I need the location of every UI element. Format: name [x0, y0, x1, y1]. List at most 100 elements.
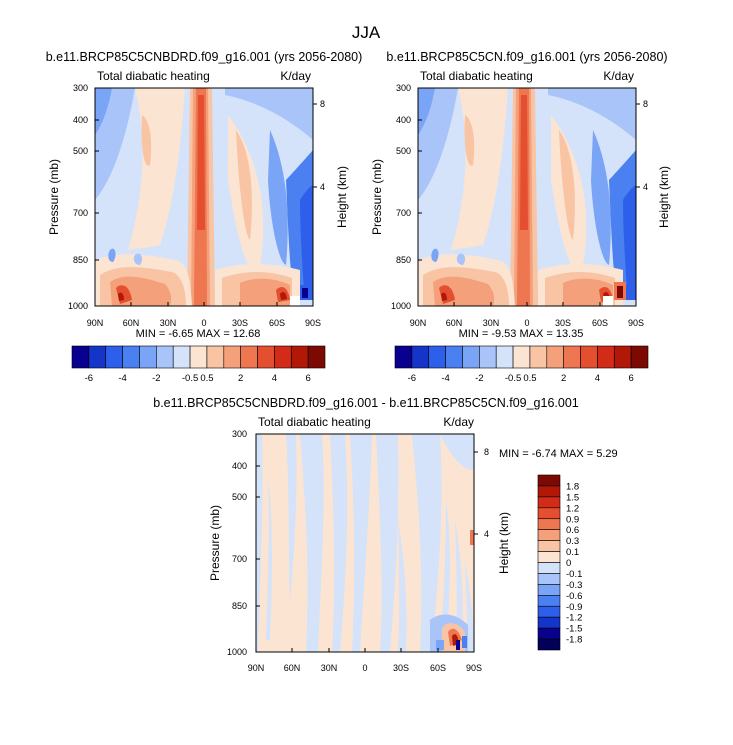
colorbar-right-label: 2 [561, 373, 566, 384]
colorbar-right-swatch [411, 345, 430, 369]
colorbar-right-swatch [580, 345, 598, 369]
panel-right-height-tick-4: 4 [643, 182, 648, 192]
panel-right-ytick-700: 700 [396, 208, 411, 218]
panel-diff-contour-field [256, 434, 474, 652]
panel-left-ytick-500: 500 [73, 146, 88, 156]
colorbar-left: -6 -4 -2 -0.5 0.5 2 4 6 [71, 345, 326, 384]
colorbar-diff-swatch [537, 584, 561, 596]
colorbar-left-label: -4 [118, 373, 126, 384]
colorbar-left-swatch [290, 345, 309, 369]
panel-left-variable-label: Total diabatic heating [97, 69, 210, 83]
panel-diff-ytick-850: 850 [232, 601, 247, 611]
panel-diff-ytick-500: 500 [232, 492, 247, 502]
panel-left-ylabel-right: Height (km) [335, 166, 349, 228]
colorbar-left-swatch [274, 345, 292, 369]
panel-right-ytick-500: 500 [396, 146, 411, 156]
colorbar-left-swatch [139, 345, 157, 369]
colorbar-left-swatch [307, 345, 326, 369]
panel-right-ytick-300: 300 [396, 83, 411, 93]
colorbar-diff-label: 0 [566, 558, 571, 569]
panel-diff-stats: MIN = -6.74 MAX = 5.29 [499, 448, 618, 460]
panel-diff-height-tick-8: 8 [484, 447, 489, 457]
colorbar-right-label: 4 [595, 373, 600, 384]
panel-diff-xtick-60N: 60N [284, 663, 301, 673]
panel-right-x-axis: 90N 60N 30N 0 30S 60S 90S [410, 302, 644, 328]
panel-diff-x-axis: 90N 60N 30N 0 30S 60S 90S [248, 648, 482, 673]
panel-left-ytick-400: 400 [73, 115, 88, 125]
panel-diff-y-axis-right: 8 4 [474, 447, 489, 539]
colorbar-diff-label: -0.1 [566, 569, 582, 580]
panel-right-ytick-400: 400 [396, 115, 411, 125]
colorbar-diff-swatch [537, 562, 561, 574]
colorbar-left-label: -0.5 [182, 373, 198, 384]
panel-diff-xtick-30S: 30S [393, 663, 409, 673]
colorbar-diff-swatch [537, 605, 561, 618]
panel-left-x-axis: 90N 60N 30N 0 30S 60S 90S [87, 302, 321, 328]
panel-left-ytick-300: 300 [73, 83, 88, 93]
colorbar-left-swatch [172, 345, 191, 369]
colorbar-diff-swatch [537, 474, 561, 487]
colorbar-diff-swatch [537, 507, 561, 520]
colorbar-right-label: -2 [475, 373, 483, 384]
colorbar-left-label: 6 [305, 373, 310, 384]
panel-diff-title: b.e11.BRCP85C5CNBDRD.f09_g16.001 - b.e11… [153, 396, 579, 410]
colorbar-diff-swatch [537, 551, 561, 563]
panel-left-stats: MIN = -6.65 MAX = 12.68 [136, 328, 261, 340]
panel-diff: b.e11.BRCP85C5CNBDRD.f09_g16.001 - b.e11… [153, 396, 617, 673]
colorbar-right-swatch [428, 345, 446, 369]
panel-left-xtick-90S: 90S [305, 318, 321, 328]
colorbar-diff-swatch [537, 529, 561, 541]
panel-right-stats: MIN = -9.53 MAX = 13.35 [459, 328, 584, 340]
colorbar-left-swatch [71, 345, 90, 369]
colorbar-left-label: 4 [272, 373, 277, 384]
colorbar-diff-swatch [537, 518, 561, 530]
colorbar-diff-label: 1.8 [566, 481, 579, 492]
colorbar-right-swatch [495, 345, 514, 369]
panel-right-variable-label: Total diabatic heating [420, 69, 533, 83]
panel-left-height-tick-4: 4 [320, 182, 325, 192]
panel-diff-xtick-90S: 90S [466, 663, 482, 673]
colorbar-right-swatch [445, 345, 463, 369]
panel-right: b.e11.BRCP85C5CN.f09_g16.001 (yrs 2056-2… [370, 50, 671, 384]
colorbar-right-swatch [563, 345, 581, 369]
colorbar-left-swatch [240, 345, 258, 369]
panel-diff-y-axis: 300 400 500 700 850 1000 [227, 429, 260, 657]
colorbar-diff-label: 1.2 [566, 503, 579, 514]
panel-left-xtick-30S: 30S [232, 318, 248, 328]
colorbar-right: -6 -4 -2 -0.5 0.5 2 4 6 [394, 345, 649, 384]
colorbar-right-label: -6 [408, 373, 416, 384]
panel-right-xtick-60S: 60S [592, 318, 608, 328]
panel-left-xtick-60N: 60N [123, 318, 140, 328]
colorbar-diff-label: -0.6 [566, 591, 582, 602]
colorbar-diff-swatch [537, 595, 561, 607]
colorbar-diff-label: 0.6 [566, 525, 579, 536]
panel-left-ylabel: Pressure (mb) [47, 159, 61, 235]
colorbar-right-swatch [512, 345, 531, 369]
panel-left-xtick-0: 0 [201, 318, 206, 328]
panel-left: b.e11.BRCP85C5CNBDRD.f09_g16.001 (yrs 20… [46, 50, 363, 384]
panel-right-contour-field [418, 88, 636, 306]
colorbar-diff-swatch [537, 627, 561, 640]
colorbar-diff-label: -1.8 [566, 635, 582, 646]
panel-right-ylabel-right: Height (km) [657, 166, 671, 228]
panel-right-xtick-90N: 90N [410, 318, 427, 328]
colorbar-diff-label: 0.1 [566, 547, 579, 558]
colorbar-right-swatch [597, 345, 615, 369]
panel-diff-ylabel-right: Height (km) [497, 512, 511, 574]
panel-left-ytick-850: 850 [73, 255, 88, 265]
colorbar-left-swatch [122, 345, 140, 369]
colorbar-right-swatch [479, 345, 497, 369]
colorbar-right-swatch [546, 345, 564, 369]
panel-right-ytick-850: 850 [396, 255, 411, 265]
colorbar-diff-swatch [537, 638, 561, 651]
colorbar-diff-label: -0.9 [566, 602, 582, 613]
panel-diff-height-tick-4: 4 [484, 529, 489, 539]
panel-diff-xtick-0: 0 [362, 663, 367, 673]
panel-right-xtick-30S: 30S [555, 318, 571, 328]
colorbar-left-swatch [88, 345, 107, 369]
panel-left-title: b.e11.BRCP85C5CNBDRD.f09_g16.001 (yrs 20… [46, 50, 363, 64]
panel-left-xtick-30N: 30N [160, 318, 177, 328]
panel-diff-ylabel: Pressure (mb) [208, 505, 222, 581]
colorbar-left-label: -2 [152, 373, 160, 384]
